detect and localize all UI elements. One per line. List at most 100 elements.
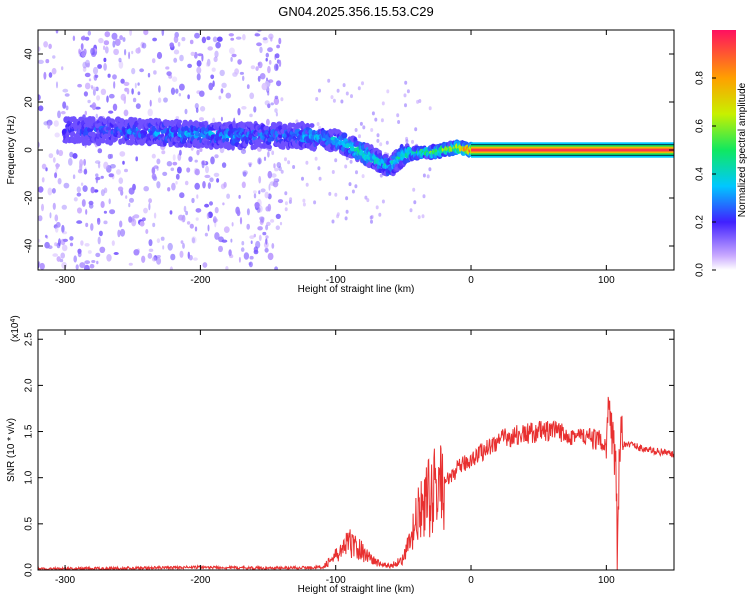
spectrogram-noise-cell bbox=[107, 153, 112, 160]
spectrogram-noise-cell bbox=[97, 64, 102, 69]
snr-panel: -300 -200 -100 0 100 0.0 0.5 1.0 1.5 2.0 2.5 Heig… bbox=[6, 315, 675, 595]
spectrogram-noise-cell bbox=[80, 43, 84, 51]
spectrogram-noise-cell bbox=[301, 176, 304, 181]
spectrogram-noise-cell bbox=[275, 53, 280, 59]
snr-x-tick-label: -100 bbox=[326, 575, 346, 586]
spectrogram-noise-cell bbox=[235, 36, 242, 40]
spectrogram-noise-cell bbox=[128, 51, 131, 60]
spectrogram-noise-cell bbox=[73, 197, 78, 202]
snr-y-tick-label: 1.5 bbox=[24, 424, 35, 438]
snr-y-scale-label: (x104) bbox=[10, 315, 22, 342]
spectrogram-ridge-cell bbox=[276, 121, 283, 127]
spectrogram-noise-cell bbox=[86, 62, 90, 68]
spectrogram-noise-cell bbox=[191, 236, 197, 244]
spectrogram-y-tick-label: -20 bbox=[24, 190, 35, 205]
spectrogram-noise-cell bbox=[239, 71, 244, 75]
spectrogram-noise-cell bbox=[151, 256, 157, 262]
spectrogram-noise-cell bbox=[241, 241, 245, 246]
spectrogram-noise-cell bbox=[87, 99, 91, 104]
spectrogram-noise-cell bbox=[336, 88, 340, 93]
spectrogram-noise-cell bbox=[147, 72, 151, 78]
spectrogram-noise-cell bbox=[330, 95, 334, 100]
spectrogram-noise-cell bbox=[56, 256, 61, 262]
spectrogram-noise-cell bbox=[186, 167, 191, 173]
spectrogram-noise-cell bbox=[331, 170, 335, 174]
spectrogram-noise-cell bbox=[156, 238, 161, 244]
spectrogram-noise-cell bbox=[221, 239, 228, 243]
spectrogram-noise-cell bbox=[88, 78, 92, 82]
spectrogram-noise-cell bbox=[223, 226, 230, 234]
spectrogram-noise-cell bbox=[98, 37, 104, 44]
spectrogram-noise-cell bbox=[113, 48, 119, 56]
spectrogram-noise-cell bbox=[151, 167, 156, 174]
spectrogram-noise-cell bbox=[274, 95, 279, 100]
spectrogram-noise-cell bbox=[123, 81, 130, 86]
spectrogram-noise-cell bbox=[206, 58, 211, 67]
spectrogram-noise-cell bbox=[54, 132, 60, 138]
spectrogram-noise-cell bbox=[210, 156, 215, 165]
spectrogram-noise-cell bbox=[47, 187, 53, 196]
spectrogram-noise-cell bbox=[253, 193, 257, 199]
spectrogram-noise-cell bbox=[106, 95, 109, 103]
spectrogram-noise-cell bbox=[103, 161, 109, 170]
spectrogram-noise-cell bbox=[199, 117, 204, 121]
spectrogram-noise-cell bbox=[207, 224, 210, 232]
spectrogram-noise-cell bbox=[91, 260, 96, 263]
spectrogram-noise-cell bbox=[84, 264, 90, 270]
spectrogram-noise-cell bbox=[259, 216, 265, 221]
spectrogram-y-ticks: -40 -20 0 20 40 bbox=[24, 48, 674, 253]
spectrogram-noise-cell bbox=[147, 108, 153, 117]
spectrogram-noise-cell bbox=[248, 262, 252, 266]
spectrogram-noise-cell bbox=[161, 150, 166, 155]
spectrogram-noise-cell bbox=[157, 97, 162, 103]
spectrogram-noise-cell bbox=[273, 63, 279, 72]
spectrogram-noise-cell bbox=[250, 65, 256, 70]
spectrogram-noise-cell bbox=[58, 149, 64, 157]
spectrogram-noise-cell bbox=[270, 36, 273, 42]
spectrogram-noise-cell bbox=[201, 36, 207, 44]
spectrogram-noise-cell bbox=[69, 236, 74, 241]
spectrogram-noise-cell bbox=[204, 203, 210, 208]
spectrogram-noise-cell bbox=[248, 163, 252, 168]
spectrogram-noise-cell bbox=[85, 209, 88, 215]
spectrogram-noise-cell bbox=[258, 175, 262, 184]
spectrogram-noise-cell bbox=[97, 161, 101, 169]
spectrogram-noise-cell bbox=[45, 59, 50, 64]
spectrogram-noise-cell bbox=[96, 95, 101, 101]
spectrogram-noise-cell bbox=[264, 247, 269, 253]
spectrogram-noise-cell bbox=[318, 88, 321, 93]
spectrogram-noise-cell bbox=[221, 162, 227, 168]
spectrogram-noise-cell bbox=[240, 148, 247, 155]
spectrogram-noise-cell bbox=[214, 206, 219, 214]
spectrogram-noise-cell bbox=[187, 94, 190, 100]
snr-y-tick-label: 0.0 bbox=[24, 563, 35, 577]
spectrogram-noise-cell bbox=[253, 190, 257, 194]
spectrogram-noise-cell bbox=[179, 192, 185, 199]
spectrogram-noise-cell bbox=[242, 75, 245, 82]
spectrogram-noise-cell bbox=[328, 191, 332, 196]
spectrogram-noise-cell bbox=[422, 194, 426, 199]
spectrogram-noise-cell bbox=[194, 32, 200, 39]
spectrogram-noise-cell bbox=[119, 35, 123, 41]
spectrogram-noise-cell bbox=[238, 194, 241, 199]
spectrogram-noise-cell bbox=[108, 93, 115, 99]
spectrogram-noise-cell bbox=[218, 245, 223, 253]
spectrogram-noise-cell bbox=[257, 75, 261, 82]
spectrogram-noise-cell bbox=[274, 167, 279, 172]
spectrogram-noise-cell bbox=[197, 53, 203, 57]
spectrogram-noise-cell bbox=[61, 224, 65, 233]
spectrogram-noise-cell bbox=[116, 169, 121, 175]
spectrogram-noise-cell bbox=[318, 176, 322, 181]
spectrogram-noise-cell bbox=[271, 243, 275, 249]
spectrogram-noise-cell bbox=[214, 154, 219, 159]
spectrogram-noise-cell bbox=[76, 192, 82, 197]
spectrogram-noise-cell bbox=[54, 172, 58, 179]
spectrogram-noise-cell bbox=[123, 96, 127, 105]
spectrogram-noise-cell bbox=[84, 72, 91, 78]
spectrogram-noise-cell bbox=[354, 128, 358, 132]
spectrogram-noise-cell bbox=[61, 204, 67, 210]
spectrogram-noise-cell bbox=[152, 37, 158, 42]
spectrogram-noise-cell bbox=[142, 217, 146, 221]
spectrogram-noise-cell bbox=[265, 238, 268, 245]
spectrogram-noise-cell bbox=[194, 103, 199, 109]
